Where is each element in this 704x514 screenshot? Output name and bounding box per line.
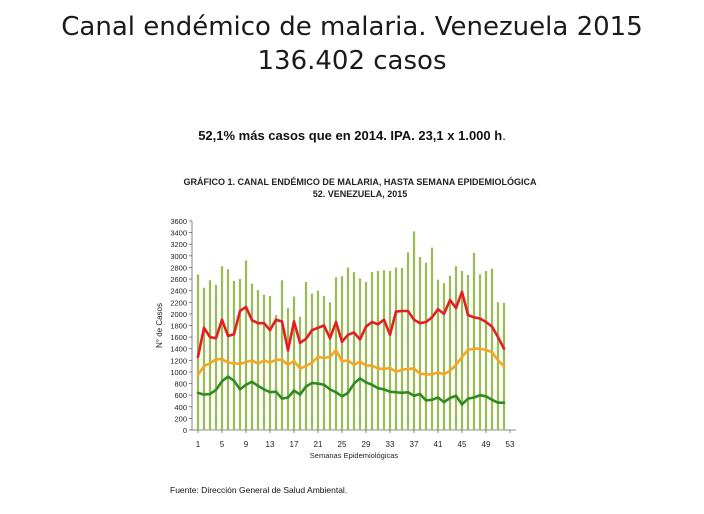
bar — [490, 268, 494, 430]
bar — [202, 287, 206, 430]
x-axis-label: Semanas Epidemiológicas — [310, 451, 399, 460]
bar — [478, 274, 482, 430]
bar — [298, 316, 302, 430]
slide-title-line-2: 136.402 casos — [257, 46, 447, 76]
bar — [412, 231, 416, 430]
bar — [370, 272, 374, 430]
y-tick-label: 2200 — [170, 298, 187, 307]
bar — [244, 260, 248, 430]
bar — [304, 281, 308, 430]
y-tick-label: 600 — [174, 391, 187, 400]
y-tick-label: 3200 — [170, 240, 187, 249]
y-tick-label: 1600 — [170, 333, 187, 342]
y-tick-label: 400 — [174, 403, 187, 412]
chart-title: GRÁFICO 1. CANAL ENDÉMICO DE MALARIA, HA… — [150, 176, 570, 200]
bar — [208, 280, 212, 430]
bar — [430, 247, 434, 430]
bar — [280, 280, 284, 430]
x-tick-label: 1 — [196, 440, 201, 449]
bar — [352, 272, 356, 430]
bar — [226, 269, 230, 430]
bar — [454, 266, 458, 430]
slide-title: Canal endémico de malaria. Venezuela 201… — [0, 10, 704, 78]
chart-title-line-1: GRÁFICO 1. CANAL ENDÉMICO DE MALARIA, HA… — [183, 177, 537, 187]
bar — [418, 256, 422, 430]
y-tick-label: 3000 — [170, 252, 187, 261]
x-tick-label: 25 — [338, 440, 347, 449]
bar — [424, 262, 428, 430]
chart-title-line-2: 52. VENEZUELA, 2015 — [312, 189, 408, 199]
bar — [328, 302, 332, 430]
x-tick-label: 5 — [220, 440, 225, 449]
bar — [346, 267, 350, 430]
bar — [472, 252, 476, 430]
x-tick-label: 33 — [386, 440, 395, 449]
bar — [394, 267, 398, 430]
x-tick-label: 53 — [506, 440, 515, 449]
y-tick-label: 0 — [183, 426, 187, 435]
x-tick-label: 29 — [362, 440, 371, 449]
x-tick-label: 45 — [458, 440, 467, 449]
x-tick-label: 9 — [244, 440, 249, 449]
bar — [250, 283, 254, 430]
y-tick-label: 2000 — [170, 310, 187, 319]
bar — [388, 270, 392, 430]
y-axis-label: N° de Casos — [155, 303, 164, 348]
bar — [400, 268, 404, 430]
y-tick-label: 1800 — [170, 322, 187, 331]
y-tick-label: 3600 — [170, 217, 187, 226]
x-tick-label: 37 — [410, 440, 419, 449]
x-tick-label: 41 — [434, 440, 443, 449]
bar — [376, 270, 380, 430]
bar — [406, 252, 410, 430]
bar — [262, 294, 266, 430]
x-tick-label: 49 — [482, 440, 491, 449]
bar — [358, 278, 362, 430]
y-tick-label: 1200 — [170, 356, 187, 365]
y-tick-label: 800 — [174, 380, 187, 389]
bar — [286, 308, 290, 430]
y-tick-label: 2600 — [170, 275, 187, 284]
subtitle-main: 52,1% más casos que en 2014. IPA. 23,1 x… — [198, 128, 503, 143]
series-line — [196, 375, 506, 406]
bar — [274, 315, 278, 430]
bar — [436, 279, 440, 430]
bar — [382, 270, 386, 430]
y-tick-label: 1000 — [170, 368, 187, 377]
bar — [448, 275, 452, 430]
y-tick-label: 200 — [174, 414, 187, 423]
bar — [460, 270, 464, 430]
bar — [340, 276, 344, 430]
y-tick-label: 2400 — [170, 287, 187, 296]
bar — [238, 279, 242, 430]
y-tick-label: 1400 — [170, 345, 187, 354]
source-note: Fuente: Dirección General de Salud Ambie… — [170, 485, 348, 495]
bar — [220, 266, 224, 430]
slide-title-line-1: Canal endémico de malaria. Venezuela 201… — [61, 12, 643, 42]
bar — [466, 274, 470, 430]
series-line — [196, 290, 506, 359]
bar — [316, 290, 320, 430]
bar — [232, 280, 236, 430]
slide-subtitle: 52,1% más casos que en 2014. IPA. 23,1 x… — [0, 128, 704, 143]
y-tick-label: 3400 — [170, 229, 187, 238]
x-tick-label: 13 — [266, 440, 275, 449]
bar — [364, 281, 368, 430]
bar — [442, 283, 446, 430]
bar — [322, 295, 326, 430]
x-tick-label: 21 — [314, 440, 323, 449]
y-tick-label: 2800 — [170, 263, 187, 272]
bar — [214, 284, 218, 430]
bar — [256, 290, 260, 430]
bar — [496, 302, 500, 430]
subtitle-tail: . — [502, 128, 506, 143]
bar — [292, 296, 296, 430]
series-line — [196, 347, 506, 377]
bar — [334, 277, 338, 430]
x-tick-label: 17 — [290, 440, 299, 449]
